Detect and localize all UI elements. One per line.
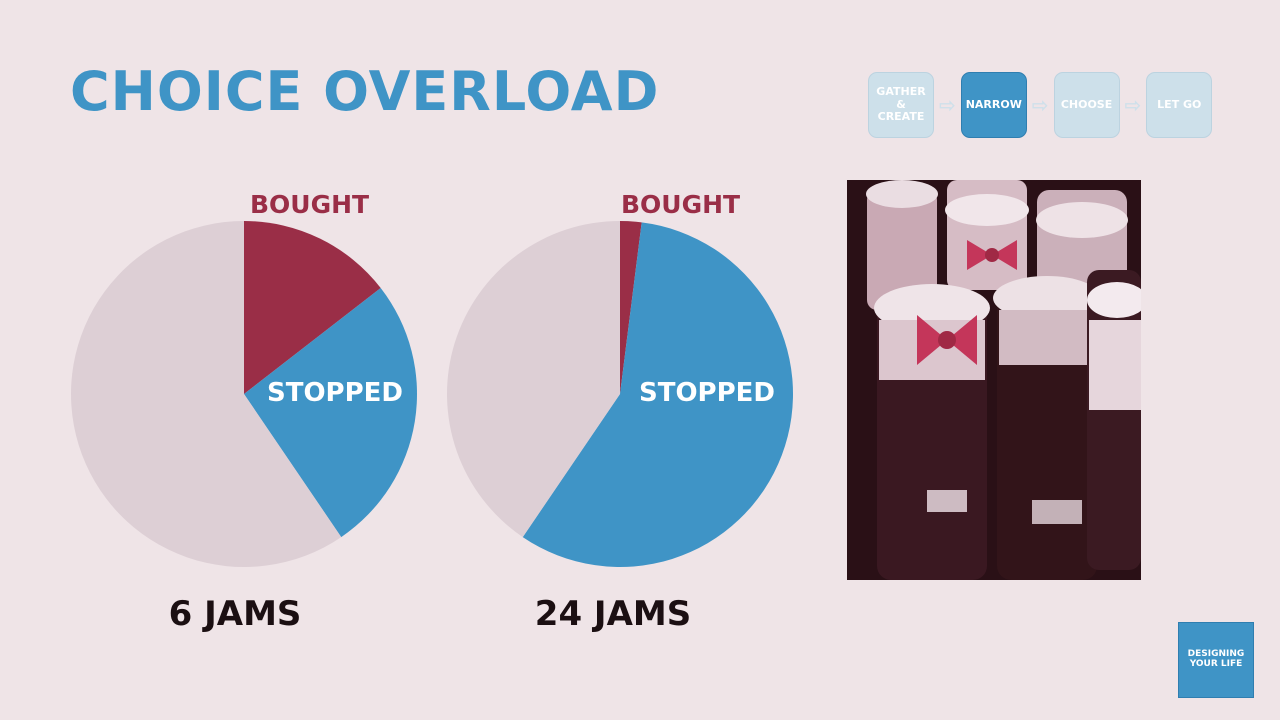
slice-label-bought: BOUGHT: [621, 190, 740, 219]
chart-caption: 6 JAMS: [169, 594, 302, 634]
step-gather-create: GATHER & CREATE: [868, 72, 934, 138]
arrow-right-icon: ⇨: [1031, 93, 1049, 117]
pie-slice-bought: [620, 221, 642, 394]
slice-label-stopped: STOPPED: [267, 378, 403, 408]
arrow-right-icon: ⇨: [939, 93, 956, 117]
process-tracker: GATHER & CREATE ⇨ NARROW ⇨ CHOOSE ⇨ LET …: [868, 72, 1213, 138]
pie-chart-6-jams: BOUGHT STOPPED 6 JAMS: [71, 190, 418, 634]
arrow-right-icon: ⇨: [1124, 93, 1142, 117]
logo-line-2: YOUR LIFE: [1189, 659, 1243, 669]
logo-line-1: DESIGNING: [1187, 649, 1245, 660]
pie-chart-24-jams: BOUGHT STOPPED 24 JAMS: [447, 190, 794, 634]
step-let-go: LET GO: [1146, 72, 1213, 138]
pie-slice-stopped: [522, 222, 794, 568]
step-narrow: NARROW: [960, 72, 1027, 138]
pie-charts: BOUGHT STOPPED 6 JAMS BOUGHT STOPPED 24 JAMS: [71, 190, 794, 634]
slice-label-stopped: STOPPED: [639, 378, 775, 408]
pie-slice-remainder: [447, 221, 620, 538]
slice-label-bought: BOUGHT: [250, 190, 369, 219]
chart-caption: 24 JAMS: [535, 594, 691, 634]
pie-slice-stopped: [244, 287, 418, 538]
designing-your-life-logo: DESIGNING YOUR LIFE: [1178, 622, 1254, 698]
jam-jars-photo: [847, 180, 1141, 580]
step-choose: CHOOSE: [1053, 72, 1120, 138]
pie-slice-bought: [244, 221, 381, 394]
slide-title: CHOICE OVERLOAD: [70, 60, 660, 123]
pie-slice-remainder: [71, 221, 342, 567]
